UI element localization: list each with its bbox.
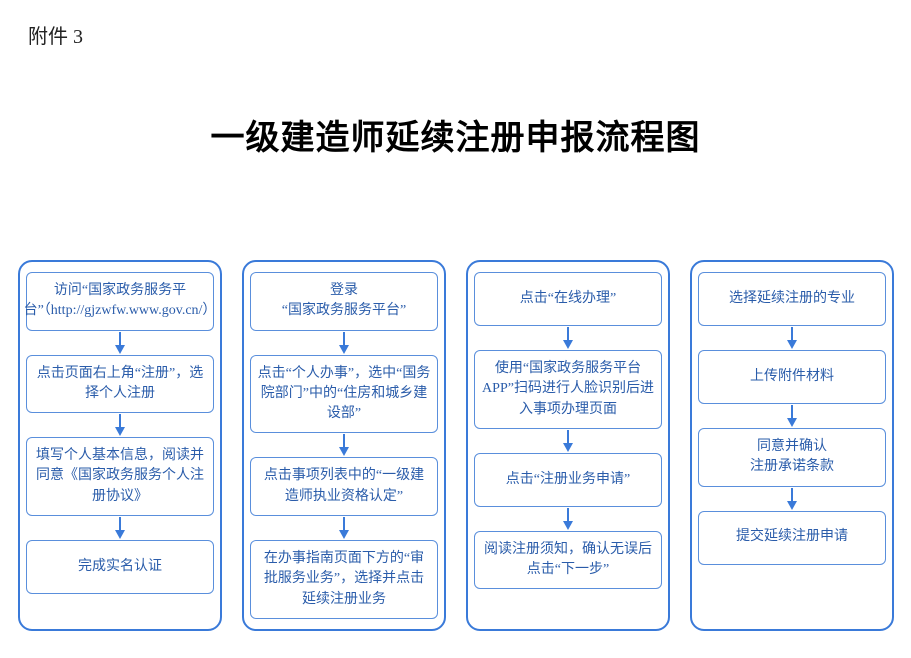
- arrow-down-icon: [112, 413, 128, 437]
- flowchart: 访问“国家政务服务平台”（http://gjzwfw.www.gov.cn/） …: [18, 260, 893, 631]
- flow-node: 完成实名认证: [26, 540, 214, 594]
- flow-node: 使用“国家政务服务平台APP”扫码进行人脸识别后进入事项办理页面: [474, 350, 662, 429]
- flow-node: 点击“个人办事”，选中“国务院部门”中的“住房和城乡建设部”: [250, 355, 438, 434]
- page-title: 一级建造师延续注册申报流程图: [0, 110, 911, 159]
- arrow-down-icon: [336, 331, 352, 355]
- arrow-down-icon: [560, 429, 576, 453]
- arrow-down-icon: [784, 487, 800, 511]
- flow-node: 在办事指南页面下方的“审批服务业务”，选择并点击延续注册业务: [250, 540, 438, 619]
- flow-node: 提交延续注册申请: [698, 511, 886, 565]
- arrow-down-icon: [784, 326, 800, 350]
- arrow-down-icon: [560, 326, 576, 350]
- arrow-down-icon: [112, 516, 128, 540]
- arrow-down-icon: [112, 331, 128, 355]
- arrow-down-icon: [560, 507, 576, 531]
- attachment-label: 附件 3: [28, 20, 83, 49]
- arrow-down-icon: [784, 404, 800, 428]
- arrow-down-icon: [336, 516, 352, 540]
- flow-node: 点击“注册业务申请”: [474, 453, 662, 507]
- flow-node: 访问“国家政务服务平台”（http://gjzwfw.www.gov.cn/）: [26, 272, 214, 331]
- flow-node: 点击事项列表中的“一级建造师执业资格认定”: [250, 457, 438, 516]
- flow-node: 同意并确认注册承诺条款: [698, 428, 886, 487]
- arrow-down-icon: [336, 433, 352, 457]
- flow-node: 登录“国家政务服务平台”: [250, 272, 438, 331]
- flow-column-2: 登录“国家政务服务平台” 点击“个人办事”，选中“国务院部门”中的“住房和城乡建…: [242, 260, 446, 631]
- flow-column-4: 选择延续注册的专业 上传附件材料 同意并确认注册承诺条款 提交延续注册申请: [690, 260, 894, 631]
- flow-node: 阅读注册须知，确认无误后点击“下一步”: [474, 531, 662, 590]
- flow-node: 选择延续注册的专业: [698, 272, 886, 326]
- flow-node: 填写个人基本信息，阅读并同意《国家政务服务个人注册协议》: [26, 437, 214, 516]
- flow-column-3: 点击“在线办理” 使用“国家政务服务平台APP”扫码进行人脸识别后进入事项办理页…: [466, 260, 670, 631]
- flow-column-1: 访问“国家政务服务平台”（http://gjzwfw.www.gov.cn/） …: [18, 260, 222, 631]
- flow-node: 上传附件材料: [698, 350, 886, 404]
- flow-node: 点击页面右上角“注册”，选择个人注册: [26, 355, 214, 414]
- flow-node: 点击“在线办理”: [474, 272, 662, 326]
